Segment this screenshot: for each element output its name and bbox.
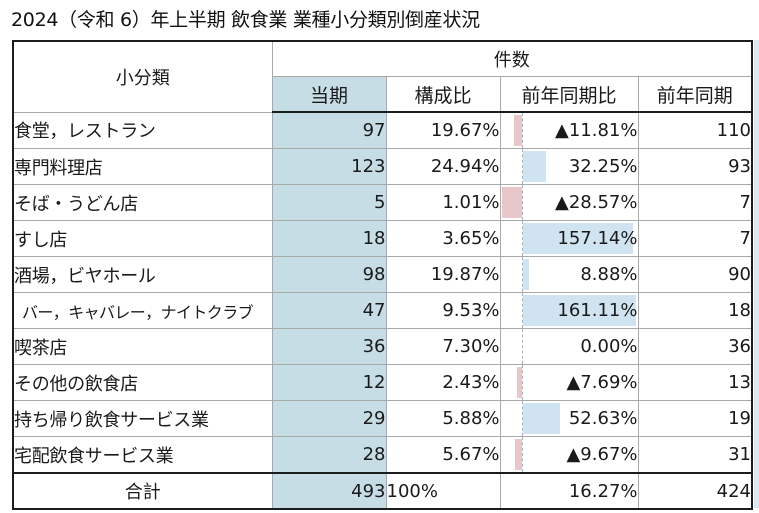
total-previous: 424 xyxy=(637,472,753,510)
row-yoy: ▲7.69% xyxy=(499,364,639,401)
table-row: その他の飲食店 12 2.43% ▲7.69% 13 xyxy=(12,364,753,401)
row-yoy: 52.63% xyxy=(499,400,639,437)
row-current: 36 xyxy=(271,328,387,365)
yoy-data-bar xyxy=(522,223,633,254)
zero-axis xyxy=(521,437,523,472)
row-previous: 93 xyxy=(637,148,753,185)
zero-axis xyxy=(521,329,523,364)
header-previous: 前年同期 xyxy=(637,76,753,113)
row-current: 98 xyxy=(271,256,387,293)
page-title: 2024（令和 6）年上半期 飲食業 業種小分類別倒産状況 xyxy=(11,9,480,31)
header-yoy-ratio: 前年同期比 xyxy=(499,76,639,113)
yoy-data-bar xyxy=(522,259,529,290)
row-yoy: 8.88% xyxy=(499,256,639,293)
yoy-data-bar xyxy=(514,439,522,470)
total-current: 493 xyxy=(271,472,387,510)
table-row: すし店 18 3.65% 157.14% 7 xyxy=(12,220,753,257)
header-count-group: 件数 xyxy=(271,40,753,77)
row-previous: 110 xyxy=(637,111,753,149)
header-current: 当期 xyxy=(271,76,387,113)
adjacent-column-edge xyxy=(754,40,759,508)
yoy-data-bar xyxy=(516,367,522,398)
row-current: 47 xyxy=(271,292,387,329)
zero-axis xyxy=(521,293,523,328)
yoy-data-bar xyxy=(522,151,546,182)
row-previous: 13 xyxy=(637,364,753,401)
table-row: 持ち帰り飲食サービス業 29 5.88% 52.63% 19 xyxy=(12,400,753,437)
yoy-data-bar xyxy=(522,403,560,434)
row-previous: 36 xyxy=(637,328,753,365)
row-yoy: ▲11.81% xyxy=(499,111,639,149)
row-composition: 19.67% xyxy=(385,111,501,149)
row-name: バー，キャバレー，ナイトクラブ xyxy=(12,292,273,329)
table-row: 専門料理店 123 24.94% 32.25% 93 xyxy=(12,148,753,185)
header-category: 小分類 xyxy=(12,40,273,113)
row-current: 123 xyxy=(271,148,387,185)
table-row: 喫茶店 36 7.30% 0.00% 36 xyxy=(12,328,753,365)
row-name: 食堂，レストラン xyxy=(12,111,273,149)
row-yoy: 157.14% xyxy=(499,220,639,257)
row-previous: 90 xyxy=(637,256,753,293)
row-name: すし店 xyxy=(12,220,273,257)
yoy-data-bar xyxy=(501,187,522,218)
row-yoy: ▲9.67% xyxy=(499,436,639,474)
table-row: 酒場，ビヤホール 98 19.87% 8.88% 90 xyxy=(12,256,753,293)
row-previous: 18 xyxy=(637,292,753,329)
zero-axis xyxy=(521,149,523,184)
table-row: 食堂，レストラン 97 19.67% ▲11.81% 110 xyxy=(12,111,753,149)
row-composition: 2.43% xyxy=(385,364,501,401)
header-composition: 構成比 xyxy=(385,76,501,113)
total-composition: 100% xyxy=(385,472,501,510)
zero-axis xyxy=(521,113,523,148)
row-composition: 5.88% xyxy=(385,400,501,437)
row-yoy: 161.11% xyxy=(499,292,639,329)
row-composition: 7.30% xyxy=(385,328,501,365)
zero-axis xyxy=(521,185,523,220)
total-yoy: 16.27% xyxy=(499,472,639,510)
zero-axis xyxy=(521,365,523,400)
row-current: 28 xyxy=(271,436,387,474)
row-composition: 19.87% xyxy=(385,256,501,293)
total-row: 合計 493 100% 16.27% 424 xyxy=(12,472,753,510)
row-composition: 3.65% xyxy=(385,220,501,257)
row-current: 97 xyxy=(271,111,387,149)
row-current: 18 xyxy=(271,220,387,257)
row-current: 29 xyxy=(271,400,387,437)
row-previous: 31 xyxy=(637,436,753,474)
row-name: 専門料理店 xyxy=(12,148,273,185)
row-current: 12 xyxy=(271,364,387,401)
row-yoy: 0.00% xyxy=(499,328,639,365)
row-name: 酒場，ビヤホール xyxy=(12,256,273,293)
row-previous: 19 xyxy=(637,400,753,437)
row-name: 喫茶店 xyxy=(12,328,273,365)
zero-axis xyxy=(521,257,523,292)
row-composition: 5.67% xyxy=(385,436,501,474)
row-name: 持ち帰り飲食サービス業 xyxy=(12,400,273,437)
row-composition: 9.53% xyxy=(385,292,501,329)
row-composition: 1.01% xyxy=(385,184,501,221)
row-composition: 24.94% xyxy=(385,148,501,185)
zero-axis xyxy=(521,221,523,256)
row-yoy: ▲28.57% xyxy=(499,184,639,221)
row-previous: 7 xyxy=(637,184,753,221)
row-name: 宅配飲食サービス業 xyxy=(12,436,273,474)
table-row: バー，キャバレー，ナイトクラブ 47 9.53% 161.11% 18 xyxy=(12,292,753,329)
table-row: そば・うどん店 5 1.01% ▲28.57% 7 xyxy=(12,184,753,221)
bankruptcy-table: 小分類 件数 当期 構成比 前年同期比 前年同期 食堂，レストラン 97 19.… xyxy=(12,40,753,510)
row-current: 5 xyxy=(271,184,387,221)
yoy-data-bar xyxy=(522,295,636,326)
row-yoy: 32.25% xyxy=(499,148,639,185)
row-name: そば・うどん店 xyxy=(12,184,273,221)
zero-axis xyxy=(521,401,523,436)
row-previous: 7 xyxy=(637,220,753,257)
yoy-data-bar xyxy=(513,115,522,146)
row-name: その他の飲食店 xyxy=(12,364,273,401)
table-row: 宅配飲食サービス業 28 5.67% ▲9.67% 31 xyxy=(12,436,753,474)
total-label: 合計 xyxy=(12,472,273,510)
